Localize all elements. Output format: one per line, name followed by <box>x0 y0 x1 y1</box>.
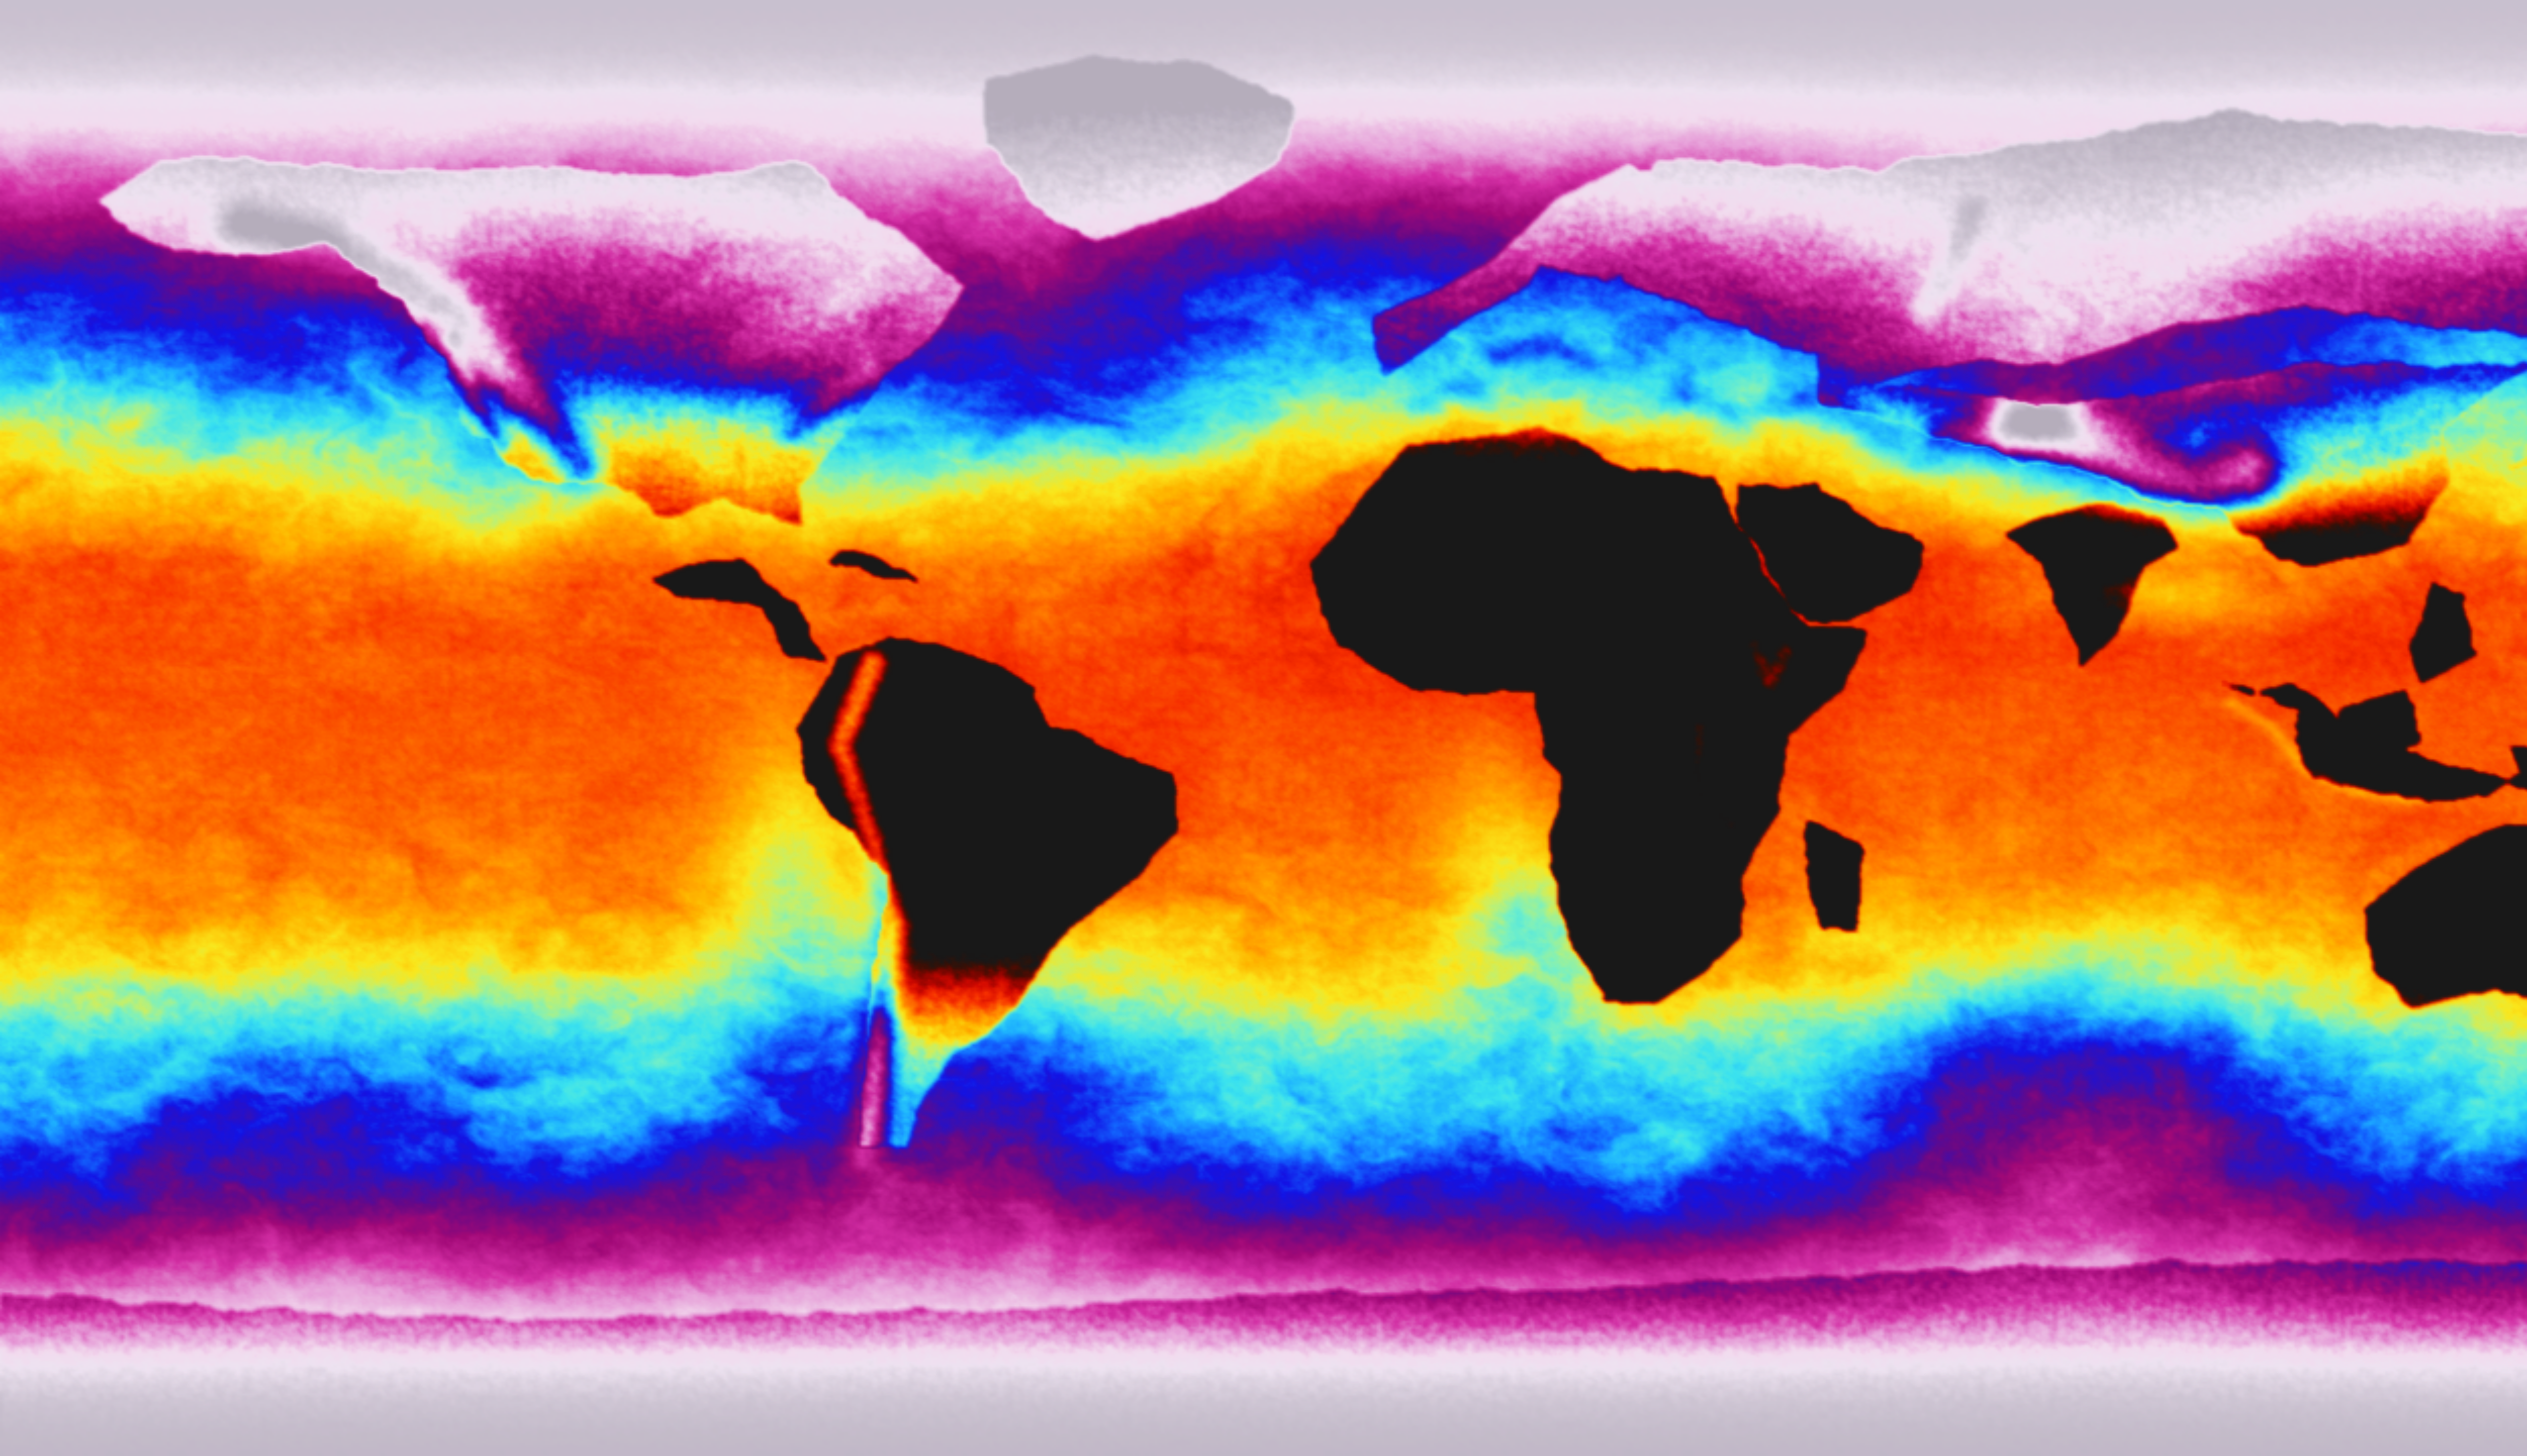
temperature-map-viewport <box>0 0 2527 1456</box>
global-temperature-heatmap <box>0 0 2527 1456</box>
